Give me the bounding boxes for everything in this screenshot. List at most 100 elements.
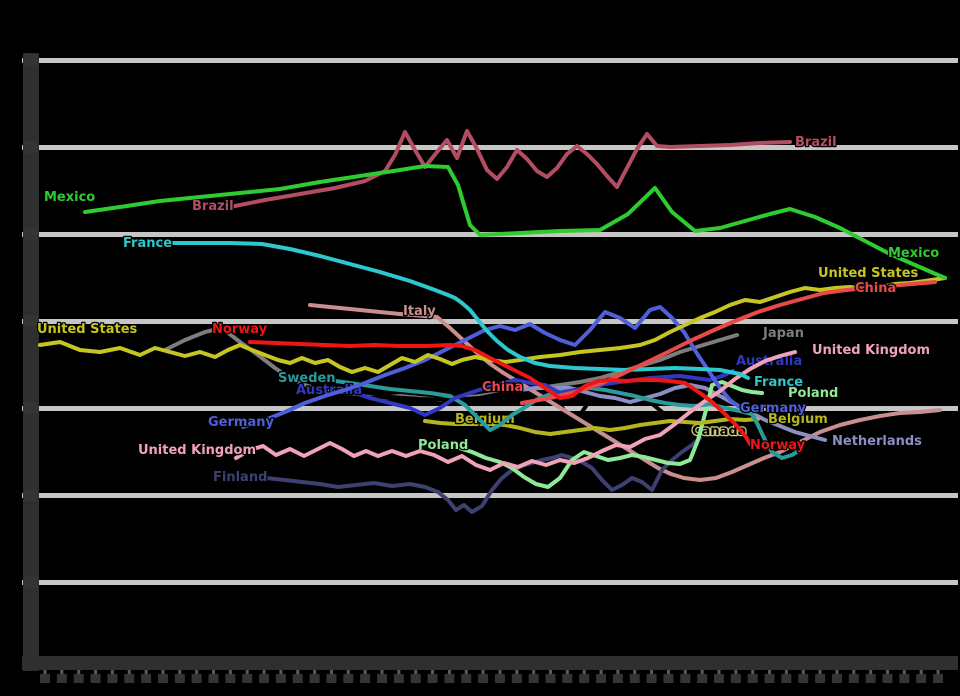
x-tick-label-48 — [848, 674, 859, 683]
x-tick-label-18 — [343, 674, 354, 683]
y-tick-label-2 — [24, 228, 37, 240]
label-norway-0: Norway — [212, 322, 268, 337]
x-tick-label-44 — [781, 674, 792, 683]
x-tick-label-13 — [259, 674, 270, 683]
gridline-1 — [22, 145, 958, 150]
x-tick-label-28 — [511, 674, 522, 683]
x-tick-label-17 — [326, 674, 337, 683]
gridline-4 — [22, 406, 958, 411]
x-axis — [22, 656, 958, 670]
x-tick-label-36 — [646, 674, 657, 683]
label-brazil-0: Brazil — [192, 199, 234, 214]
x-tick-label-19 — [360, 674, 371, 683]
x-tick-label-22 — [410, 674, 421, 683]
x-tick-label-43 — [764, 674, 775, 683]
x-tick-label-14 — [275, 674, 286, 683]
x-tick-label-49 — [865, 674, 876, 683]
x-tick-label-27 — [494, 674, 505, 683]
x-tick-label-40 — [714, 674, 724, 683]
x-tick-label-26 — [478, 674, 489, 683]
gridline-0 — [22, 58, 958, 63]
label-uk-1: United Kingdom — [812, 343, 930, 358]
x-tick-label-24 — [444, 674, 455, 683]
x-tick-label-6 — [141, 674, 152, 683]
label-norway-1: Norway — [750, 438, 806, 453]
x-tick-label-38 — [680, 674, 691, 683]
line-germany — [241, 305, 740, 429]
x-tick-label-51 — [899, 674, 910, 683]
x-tick-label-37 — [663, 674, 674, 683]
label-belgium-1: Belgium — [768, 412, 828, 427]
x-tick-label-15 — [292, 674, 303, 683]
x-tick-label-35 — [629, 674, 640, 683]
y-tick-label-4 — [24, 402, 37, 414]
x-tick-label-29 — [528, 674, 539, 683]
x-tick-label-30 — [545, 674, 556, 683]
x-tick-label-21 — [393, 674, 404, 683]
label-poland-1: Poland — [788, 386, 838, 401]
line-finland — [264, 436, 702, 514]
label-china-1: China — [855, 281, 896, 296]
x-tick-label-7 — [157, 674, 168, 683]
y-tick-label-1 — [24, 141, 37, 153]
label-sweden-0: Sweden — [278, 371, 336, 386]
line-canada — [238, 385, 692, 431]
x-tick-label-3 — [90, 674, 101, 683]
x-tick-label-50 — [882, 674, 893, 683]
label-japan-0: Japan — [762, 326, 804, 341]
x-tick-label-46 — [815, 674, 826, 683]
label-germany-1: Germany — [740, 401, 806, 416]
label-canada-0: Canada — [692, 424, 746, 439]
x-tick-label-32 — [579, 674, 590, 683]
label-france-1: France — [754, 375, 803, 390]
label-italy-0: Italy — [403, 304, 436, 319]
x-tick-label-31 — [562, 674, 573, 683]
gridline-6 — [22, 580, 958, 585]
x-tick-label-8 — [174, 674, 185, 683]
label-mexico-0: Mexico — [44, 190, 95, 205]
x-tick-label-23 — [427, 674, 438, 683]
x-tick-label-25 — [461, 674, 472, 683]
line-norway — [248, 340, 752, 446]
x-tick-label-16 — [309, 674, 320, 683]
label-china-0: China — [482, 380, 523, 395]
y-tick-label-3 — [24, 315, 37, 327]
x-tick-label-0 — [40, 674, 50, 683]
x-tick-label-4 — [107, 674, 118, 683]
line-us — [38, 276, 947, 374]
x-tick-label-45 — [798, 674, 809, 683]
y-axis — [23, 53, 39, 671]
x-tick-label-42 — [747, 674, 758, 683]
line-china — [520, 280, 937, 405]
x-tick-label-11 — [225, 674, 236, 683]
label-netherlands-0: Netherlands — [832, 434, 922, 449]
label-poland-0: Poland — [418, 438, 468, 453]
label-mexico-1: Mexico — [888, 246, 939, 261]
label-france-0: France — [123, 236, 172, 251]
x-tick-label-53 — [933, 674, 944, 683]
x-tick-label-39 — [697, 674, 708, 683]
label-brazil-1: Brazil — [795, 135, 837, 150]
y-tick-label-0 — [24, 54, 37, 66]
y-tick-label-5 — [24, 489, 37, 501]
x-tick-label-52 — [916, 674, 927, 683]
gridline-3 — [22, 319, 958, 324]
line-mexico — [83, 164, 947, 280]
x-tick-label-20 — [377, 674, 387, 683]
line-uk — [234, 350, 797, 472]
x-tick-label-34 — [612, 674, 623, 683]
label-us-1: United States — [818, 266, 919, 281]
label-australia-0: Australia — [296, 383, 362, 398]
x-tick-label-5 — [124, 674, 135, 683]
x-tick-label-9 — [191, 674, 202, 683]
line-australia — [350, 369, 735, 417]
y-tick-label-6 — [24, 576, 37, 588]
x-tick-label-47 — [831, 674, 842, 683]
label-finland-0: Finland — [213, 470, 267, 485]
line-france — [161, 241, 750, 380]
x-tick-label-10 — [208, 674, 219, 683]
x-tick-label-1 — [56, 674, 67, 683]
label-germany-0: Germany — [208, 415, 274, 430]
